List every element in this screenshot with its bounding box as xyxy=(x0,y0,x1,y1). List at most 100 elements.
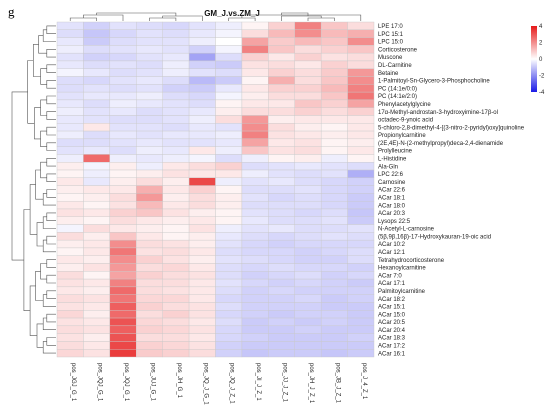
heatmap-cell xyxy=(294,232,322,241)
heatmap-cell xyxy=(109,325,137,334)
heatmap-cell xyxy=(56,255,84,264)
panel-letter: g xyxy=(8,4,15,19)
heatmap-cell xyxy=(109,123,137,132)
heatmap-cell xyxy=(294,317,322,327)
heatmap-cell xyxy=(241,271,269,280)
heatmap-cell xyxy=(268,68,295,77)
heatmap-cell xyxy=(136,99,163,108)
heatmap-cell xyxy=(83,21,111,30)
heatmap-cell xyxy=(215,294,243,303)
heatmap-cell xyxy=(188,216,216,225)
heatmap-cell xyxy=(136,107,163,116)
heatmap-cell xyxy=(83,169,111,179)
heatmap-cell xyxy=(347,115,375,124)
heatmap-cell xyxy=(347,107,375,116)
heatmap-cell xyxy=(320,84,348,93)
dendrogram-branch xyxy=(35,169,44,200)
column-label: pos_JGJ_G_1 xyxy=(70,363,76,402)
heatmap-cell xyxy=(320,99,348,108)
heatmap-cell xyxy=(241,146,269,155)
heatmap-cell xyxy=(268,138,295,147)
heatmap-cell xyxy=(294,37,322,46)
heatmap-cell xyxy=(215,255,243,264)
heatmap-cell xyxy=(241,162,269,171)
heatmap-cell xyxy=(136,286,163,295)
heatmap-cell xyxy=(56,263,84,272)
heatmap-cell xyxy=(215,341,243,350)
column-label: pos_JB_J_Z_1 xyxy=(334,363,340,404)
heatmap-cell xyxy=(294,200,322,210)
row-dendrogram xyxy=(11,25,56,354)
heatmap-cell xyxy=(215,60,243,69)
heatmap-cell xyxy=(241,349,269,358)
heatmap-cell xyxy=(56,91,84,101)
heatmap-cell xyxy=(294,52,322,62)
heatmap-cell xyxy=(347,349,375,358)
heatmap-cell xyxy=(56,310,84,319)
heatmap-cell xyxy=(347,200,375,210)
heatmap-cell xyxy=(136,169,163,179)
heatmap-cell xyxy=(188,271,216,280)
heatmap-cell xyxy=(109,239,137,249)
row-label: Tetrahydrocorticosterone xyxy=(378,258,445,264)
dendrogram-branch xyxy=(23,209,31,311)
heatmap-cell xyxy=(56,302,84,311)
heatmap-cell xyxy=(136,123,163,132)
heatmap-cell xyxy=(241,239,269,249)
heatmap-cell xyxy=(215,310,243,319)
heatmap-cell xyxy=(109,232,137,241)
heatmap-cell xyxy=(83,123,111,132)
heatmap-cell xyxy=(162,138,190,147)
dendrogram-branch xyxy=(281,15,322,21)
dendrogram-branch xyxy=(40,99,47,116)
heatmap-cell xyxy=(215,239,243,249)
heatmap-cell xyxy=(188,107,216,116)
heatmap-cell xyxy=(268,200,295,210)
heatmap-cell xyxy=(188,278,216,288)
dendrogram-branch xyxy=(46,142,56,151)
heatmap-cell xyxy=(268,169,295,179)
heatmap-cell xyxy=(294,208,322,217)
heatmap-cell xyxy=(268,146,295,155)
heatmap-cell xyxy=(347,76,375,85)
heatmap-cell xyxy=(215,169,243,179)
heatmap-cell xyxy=(241,84,269,93)
heatmap-cell xyxy=(188,76,216,85)
heatmap-cell xyxy=(188,130,216,140)
heatmap-cell xyxy=(56,286,84,295)
heatmap-cell xyxy=(56,123,84,132)
heatmap-cell xyxy=(162,146,190,155)
dendrogram-branch xyxy=(46,95,56,105)
heatmap-cell xyxy=(347,146,375,155)
heatmap-cell xyxy=(268,325,295,334)
column-label: pos_JQ_J_G_1 xyxy=(202,363,208,405)
heatmap-cell xyxy=(347,193,375,202)
heatmap-cell xyxy=(215,224,243,233)
heatmap-cell xyxy=(56,317,84,327)
heatmap-cell xyxy=(109,169,137,179)
heatmap-cell xyxy=(83,216,111,225)
dendrogram-branch xyxy=(46,64,56,73)
heatmap-cell xyxy=(241,52,269,62)
heatmap-cell xyxy=(136,68,163,77)
heatmap-cell xyxy=(162,310,190,319)
heatmap-cell xyxy=(162,193,190,202)
heatmap-cell xyxy=(294,115,322,124)
row-label: Carnosine xyxy=(378,180,406,186)
heatmap-cell xyxy=(241,310,269,319)
heatmap-cell xyxy=(162,216,190,225)
heatmap-cell xyxy=(188,21,216,30)
row-label: octadec-9-ynoic acid xyxy=(378,118,433,124)
heatmap-cell xyxy=(188,317,216,327)
heatmap-cell xyxy=(83,263,111,272)
row-label: LPE 17:0 xyxy=(378,24,403,30)
dendrogram-branch xyxy=(46,235,56,245)
row-label: PC (14:1e/0:0) xyxy=(378,86,417,92)
heatmap-cell xyxy=(109,29,137,38)
heatmap-cell xyxy=(83,107,111,116)
heatmap-cell xyxy=(320,115,348,124)
heatmap-cell xyxy=(83,255,111,264)
heatmap-cell xyxy=(136,247,163,256)
heatmap-cell xyxy=(294,169,322,179)
heatmap-cell xyxy=(347,138,375,147)
